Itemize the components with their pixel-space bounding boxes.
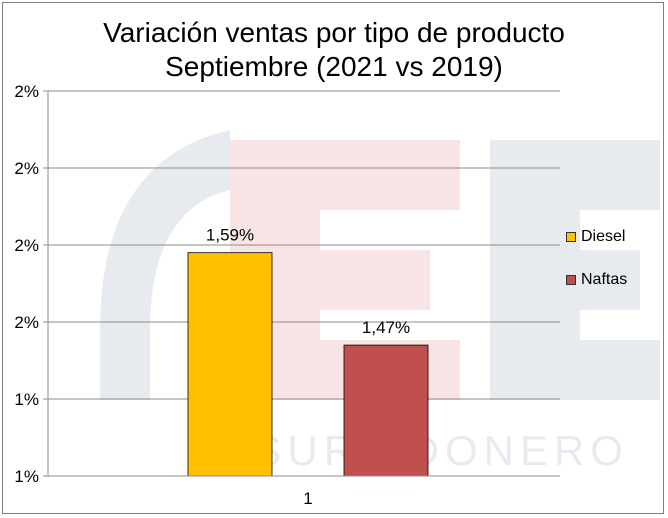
x-axis: 1 xyxy=(48,475,560,508)
legend-swatch-diesel xyxy=(566,232,576,242)
legend-label-diesel: Diesel xyxy=(581,228,626,245)
legend-item-naftas: Naftas xyxy=(566,269,662,291)
bar-naftas xyxy=(343,344,429,477)
chart-title-line-2: Septiembre (2021 vs 2019) xyxy=(165,51,503,82)
bar-diesel xyxy=(187,252,273,477)
data-labels: 1,59% 1,47% xyxy=(206,226,410,337)
y-tick-label: 1% xyxy=(14,390,39,409)
y-axis: 1% 1% 2% 2% 2% 2% xyxy=(14,82,49,486)
legend-item-diesel: Diesel xyxy=(566,226,662,248)
chart-title: Variación ventas por tipo de producto Se… xyxy=(0,16,668,84)
chart-title-line-1: Variación ventas por tipo de producto xyxy=(103,17,565,48)
y-tick-label: 2% xyxy=(14,313,39,332)
data-label-diesel: 1,59% xyxy=(206,226,254,245)
legend-label-naftas: Naftas xyxy=(581,271,628,288)
chart-frame xyxy=(2,2,664,514)
x-tick-label: 1 xyxy=(303,489,312,508)
y-tick-label: 2% xyxy=(14,236,39,255)
gridlines xyxy=(48,90,560,477)
legend: Diesel Naftas xyxy=(566,226,662,312)
data-label-naftas: 1,47% xyxy=(362,318,410,337)
y-tick-label: 2% xyxy=(14,82,39,101)
y-tick-label: 1% xyxy=(14,467,39,486)
legend-swatch-naftas xyxy=(566,275,576,285)
bars xyxy=(187,252,429,477)
y-tick-label: 2% xyxy=(14,159,39,178)
